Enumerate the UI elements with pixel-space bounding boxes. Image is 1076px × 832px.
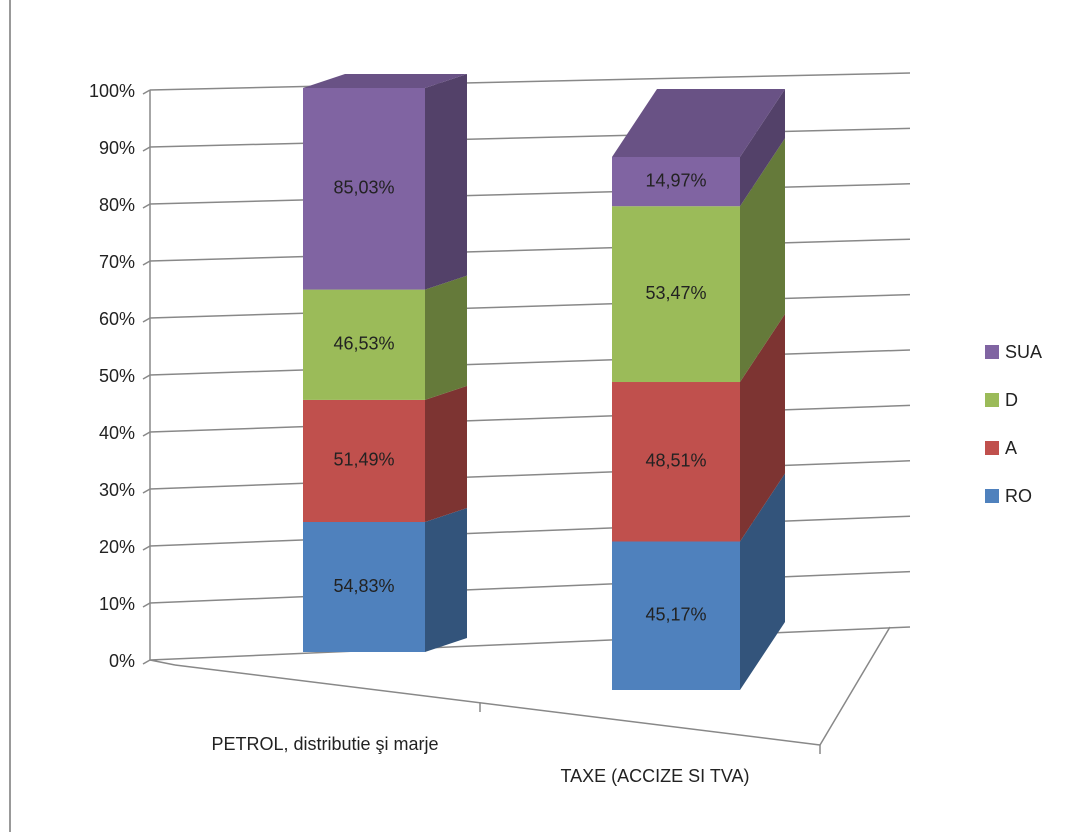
tick-mark [142,260,151,266]
grid-line [149,293,911,319]
floor-line [819,626,891,746]
tick-mark [142,203,151,209]
x-tick-label: TAXE (ACCIZE SI TVA) [560,766,749,786]
legend-label: RO [1005,486,1032,506]
bar [303,88,425,290]
grid-line [149,460,911,490]
bar-side [740,473,785,690]
data-label: 51,49% [333,450,394,470]
grid-line [149,183,911,205]
grid-line [149,238,911,262]
grid-line [149,626,911,661]
tick-mark [142,602,151,608]
data-label: 14,97% [645,170,706,190]
y-tick-label: 50% [99,366,135,386]
tick-mark [142,659,151,665]
bar-top [303,74,467,88]
bar [303,289,425,400]
tick-mark [142,146,151,152]
x-tick-label: PETROL, distributie şi marje [211,734,438,754]
legend-label: SUA [1005,342,1042,362]
data-label: 85,03% [333,178,394,198]
bar-side [740,314,785,542]
grid-line [149,349,911,376]
legend-label: A [1005,438,1017,458]
bar [612,541,740,690]
data-label: 48,51% [645,451,706,471]
y-tick-label: 80% [99,195,135,215]
data-label: 46,53% [333,334,394,354]
tick-mark [142,374,151,380]
bar [612,382,740,542]
y-tick-label: 90% [99,138,135,158]
bar-side [425,508,467,652]
grid-line [149,570,911,604]
grid-line [149,515,911,547]
y-tick-label: 10% [99,594,135,614]
y-tick-label: 40% [99,423,135,443]
tick-mark [142,89,151,95]
tick-mark [142,545,151,551]
legend-label: D [1005,390,1018,410]
axis-line [149,659,176,666]
y-tick-label: 20% [99,537,135,557]
y-tick-label: 30% [99,480,135,500]
y-tick-label: 70% [99,252,135,272]
bar [612,206,740,383]
tick-mark [142,488,151,494]
tick-mark [142,431,151,437]
tick-mark [142,317,151,323]
data-label: 53,47% [645,283,706,303]
bar-side [740,89,785,207]
bar [612,157,740,207]
data-label: 54,83% [333,576,394,596]
bar [303,522,425,652]
floor-line [174,664,821,746]
y-tick-label: 0% [109,651,135,671]
legend-swatch [985,393,999,407]
grid-line [149,127,911,148]
grid-line [149,72,911,91]
bar-side [425,385,467,523]
bar-side [740,138,785,383]
bar [303,399,425,523]
bar-side [425,74,467,290]
data-label: 45,17% [645,604,706,624]
legend-swatch [985,345,999,359]
legend-swatch [985,441,999,455]
y-tick-label: 100% [89,81,135,101]
legend-swatch [985,489,999,503]
bar-top [612,89,785,157]
bar-side [425,275,467,400]
grid-line [149,404,911,433]
y-tick-label: 60% [99,309,135,329]
